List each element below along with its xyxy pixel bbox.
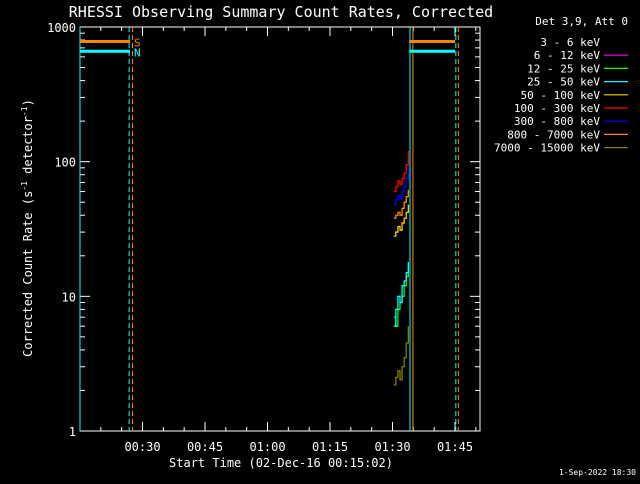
flag-label: N	[134, 46, 141, 59]
x-tick-label: 01:15	[312, 440, 348, 454]
series-line	[393, 261, 409, 327]
chart-title: RHESSI Observing Summary Count Rates, Co…	[69, 3, 493, 21]
legend-label: 3 - 6 keV	[540, 36, 600, 49]
flag-label: S	[134, 37, 141, 50]
x-tick-label: 00:30	[124, 440, 160, 454]
x-tick-label: 00:45	[187, 440, 223, 454]
legend-header: Det 3,9, Att 0	[535, 15, 628, 28]
legend-label: 300 - 800 keV	[514, 115, 600, 128]
legend-label: 50 - 100 keV	[521, 89, 601, 102]
y-tick-label: 1000	[47, 21, 76, 35]
x-tick-label: 01:00	[249, 440, 285, 454]
plot-frame	[79, 26, 481, 432]
series-line	[393, 189, 409, 219]
x-tick-label: 01:45	[437, 440, 473, 454]
series-line	[393, 204, 409, 237]
legend-label: 800 - 7000 keV	[507, 128, 600, 141]
series-line	[393, 232, 409, 263]
y-tick-label: 1	[69, 425, 76, 439]
legend-label: 12 - 25 keV	[527, 62, 600, 75]
y-tick-label: 100	[54, 156, 76, 170]
series-line	[393, 326, 409, 386]
series-line	[393, 166, 409, 206]
x-axis-label: Start Time (02-Dec-16 00:15:02)	[169, 456, 393, 470]
x-tick-label: 01:30	[374, 440, 410, 454]
legend-label: 25 - 50 keV	[527, 76, 600, 89]
y-axis-label: Corrected Count Rate (s-1 detector-1)	[20, 99, 35, 357]
legend-label: 7000 - 15000 keV	[494, 142, 600, 155]
series-line	[393, 151, 409, 193]
legend-label: 100 - 300 keV	[514, 102, 600, 115]
legend-label: 6 - 12 keV	[534, 49, 601, 62]
y-tick-label: 10	[62, 290, 76, 304]
footer-timestamp: 1-Sep-2022 18:30	[559, 468, 636, 477]
